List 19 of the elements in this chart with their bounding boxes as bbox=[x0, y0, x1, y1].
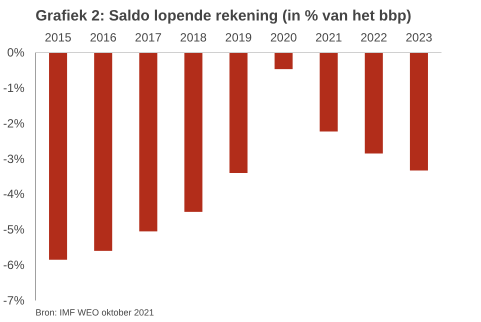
x-tick-label: 2022 bbox=[360, 30, 388, 44]
x-tick-label: 2020 bbox=[270, 30, 298, 44]
x-tick-label: 2023 bbox=[406, 30, 433, 44]
x-tick-label: 2016 bbox=[90, 30, 117, 44]
x-tick-label: 2018 bbox=[180, 30, 208, 44]
y-tick-label: -4% bbox=[3, 187, 25, 202]
x-tick-label: 2019 bbox=[225, 30, 252, 44]
x-tick-label: 2015 bbox=[44, 30, 72, 44]
y-tick-label: -1% bbox=[3, 80, 25, 95]
y-tick-label: -3% bbox=[3, 152, 25, 166]
x-tick-label: 2021 bbox=[315, 30, 342, 44]
y-tick-label: -6% bbox=[3, 258, 25, 272]
y-tick-label: -2% bbox=[3, 116, 25, 130]
x-tick-label: 2017 bbox=[134, 30, 162, 44]
y-tick-label: -5% bbox=[3, 222, 25, 237]
text: Bron: IMF WEO oktober 2021 bbox=[36, 308, 154, 318]
y-tick-label: 0% bbox=[7, 46, 25, 60]
y-tick-label: -7% bbox=[3, 294, 25, 308]
chart-title: Grafiek 2: Saldo lopende rekening (in % van het bbp) bbox=[36, 8, 412, 24]
